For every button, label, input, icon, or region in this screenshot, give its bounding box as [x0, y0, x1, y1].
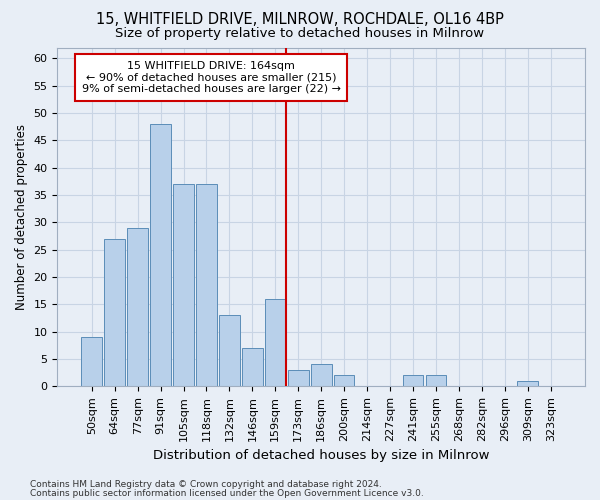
- Text: 15, WHITFIELD DRIVE, MILNROW, ROCHDALE, OL16 4BP: 15, WHITFIELD DRIVE, MILNROW, ROCHDALE, …: [96, 12, 504, 28]
- Bar: [288, 370, 308, 386]
- Text: Contains HM Land Registry data © Crown copyright and database right 2024.: Contains HM Land Registry data © Crown c…: [30, 480, 382, 489]
- Bar: [334, 376, 355, 386]
- Bar: [425, 376, 446, 386]
- Bar: [196, 184, 217, 386]
- Bar: [311, 364, 332, 386]
- Bar: [127, 228, 148, 386]
- Text: 15 WHITFIELD DRIVE: 164sqm
← 90% of detached houses are smaller (215)
9% of semi: 15 WHITFIELD DRIVE: 164sqm ← 90% of deta…: [82, 61, 341, 94]
- Bar: [82, 337, 102, 386]
- Bar: [104, 239, 125, 386]
- Y-axis label: Number of detached properties: Number of detached properties: [15, 124, 28, 310]
- Bar: [150, 124, 171, 386]
- Bar: [219, 316, 240, 386]
- Text: Contains public sector information licensed under the Open Government Licence v3: Contains public sector information licen…: [30, 489, 424, 498]
- Bar: [265, 299, 286, 386]
- Text: Size of property relative to detached houses in Milnrow: Size of property relative to detached ho…: [115, 28, 485, 40]
- Bar: [517, 381, 538, 386]
- X-axis label: Distribution of detached houses by size in Milnrow: Distribution of detached houses by size …: [153, 450, 490, 462]
- Bar: [173, 184, 194, 386]
- Bar: [403, 376, 424, 386]
- Bar: [242, 348, 263, 387]
